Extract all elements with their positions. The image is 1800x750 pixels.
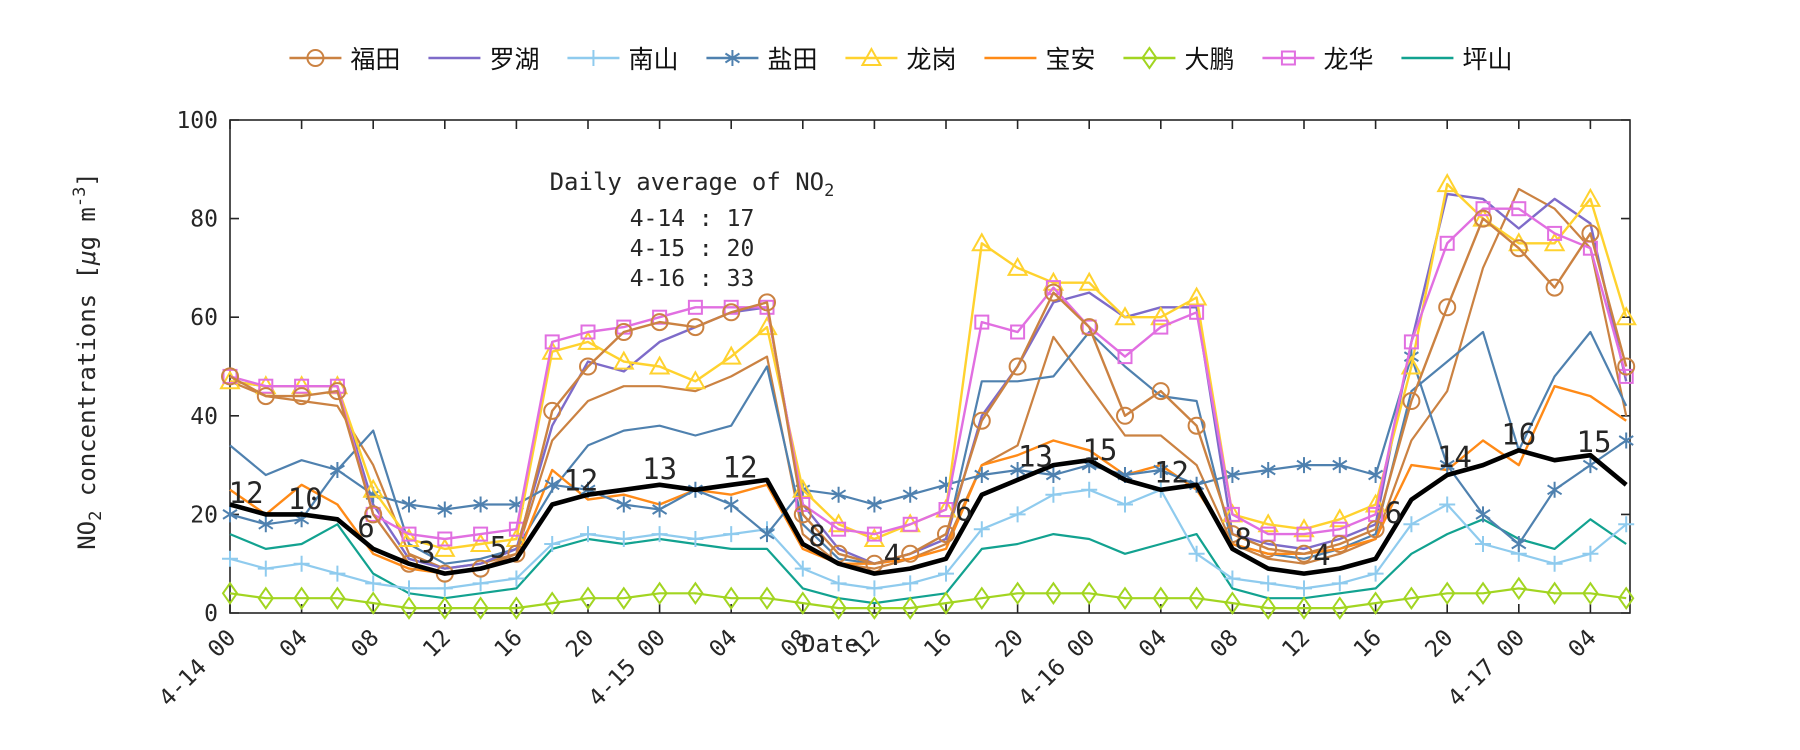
- legend-item-longgang: 龙岗: [843, 40, 957, 76]
- series-line-dapeng: [229, 587, 1627, 610]
- series-line-longhua: [229, 207, 1628, 541]
- daily-average-annotation: Daily average of NO2 4-14 : 17 4-15 : 20…: [550, 168, 835, 292]
- y-axis-label: NO2 concentrations [μg m-3]: [70, 172, 106, 550]
- x-axis-label: Date: [801, 630, 859, 658]
- mean-value-label: 12: [723, 451, 758, 485]
- mean-value-label: 12: [229, 476, 264, 510]
- x-tick-label: 16: [919, 625, 957, 663]
- mean-value-label: 3: [418, 536, 435, 570]
- series-markers-dapeng: [221, 576, 1635, 620]
- plot-box: [229, 119, 1631, 614]
- legend-label-pingshan: 坪山: [1462, 45, 1513, 74]
- mean-value-label: 4: [884, 538, 901, 572]
- legend-item-dapeng: 大鹏: [1122, 40, 1235, 76]
- mean-value-label: 16: [1501, 417, 1536, 451]
- mean-value-label: 8: [808, 519, 825, 553]
- mean-value-label: 4: [1313, 538, 1330, 572]
- legend-label-luohu: 罗湖: [489, 45, 540, 74]
- chart-legend: 福田 罗湖 南山 盐田 龙岗 宝安 大鹏 龙华 坪山: [287, 40, 1513, 76]
- legend-marker-yantian: [706, 50, 759, 66]
- x-tick-label: 08: [1206, 625, 1244, 663]
- series-line-aux_tan: [229, 187, 1628, 570]
- annotation-title: Daily average of NO2: [550, 168, 835, 201]
- legend-marker-longgang: [845, 46, 898, 66]
- y-tick-label: 80: [190, 207, 218, 233]
- x-tick-label: 20: [1420, 625, 1458, 663]
- mean-value-label: 12: [1154, 455, 1189, 489]
- x-tick-label: 4-16 00: [1014, 625, 1101, 712]
- mean-value-label: 15: [1082, 433, 1117, 467]
- mean-value-label: 10: [288, 482, 323, 516]
- legend-label-baoan: 宝安: [1045, 45, 1096, 74]
- y-tick-label: 100: [176, 108, 218, 134]
- legend-item-baoan: 宝安: [983, 40, 1096, 76]
- plot-area: 4-14 00 04 08 12 16 204-15 00 04 08 12 16 204-16 0…: [154, 108, 1637, 712]
- mean-value-label: 12: [563, 464, 598, 498]
- series-line-pingshan: [229, 518, 1627, 605]
- legend-label-futian: 福田: [350, 45, 401, 74]
- legend-marker-nanshan: [567, 50, 620, 66]
- legend-item-nanshan: 南山: [565, 40, 678, 76]
- mean-value-label: 5: [490, 531, 507, 565]
- x-tick-label: 12: [418, 625, 456, 663]
- annotation-line: 4-14 : 17: [630, 206, 755, 232]
- annotation-line: 4-15 : 20: [630, 236, 755, 262]
- x-tick-label: 16: [490, 625, 528, 663]
- mean-value-label: 6: [1385, 496, 1402, 530]
- y-tick-label: 40: [190, 404, 218, 430]
- legend-label-yantian: 盐田: [767, 45, 818, 74]
- x-tick-label: 04: [1134, 625, 1172, 663]
- mean-value-label: 8: [1234, 522, 1251, 556]
- x-tick-label: 4-17 00: [1443, 625, 1530, 712]
- legend-marker-baoan: [984, 56, 1037, 60]
- x-tick-label: 04: [275, 625, 313, 663]
- x-tick-label: 4-14 00: [154, 625, 241, 712]
- legend-label-longgang: 龙岗: [906, 45, 957, 74]
- mean-value-label: 14: [1437, 440, 1472, 474]
- annotation-line: 4-16 : 33: [630, 266, 755, 292]
- legend-marker-pingshan: [1401, 56, 1454, 60]
- series-line-mean: [229, 447, 1628, 576]
- legend-item-futian: 福田: [287, 40, 400, 76]
- series-markers-nanshan: [222, 481, 1635, 597]
- legend-item-pingshan: 坪山: [1400, 40, 1513, 76]
- x-tick-label: 16: [1349, 625, 1387, 663]
- x-tick-label: 12: [1277, 625, 1315, 663]
- series-markers-longhua: [222, 201, 1634, 547]
- x-tick-label: 20: [991, 625, 1029, 663]
- legend-marker-dapeng: [1123, 46, 1176, 70]
- x-tick-label: 4-15 00: [584, 625, 671, 712]
- mean-value-label: 13: [642, 452, 677, 486]
- y-tick-label: 0: [204, 601, 218, 627]
- mean-value-label: 15: [1577, 425, 1612, 459]
- x-tick-label: 04: [1564, 625, 1602, 663]
- legend-label-nanshan: 南山: [628, 45, 679, 74]
- legend-item-yantian: 盐田: [704, 40, 817, 76]
- legend-item-longhua: 龙华: [1261, 40, 1374, 76]
- legend-label-dapeng: 大鹏: [1184, 45, 1235, 74]
- series-line-nanshan: [229, 488, 1627, 590]
- legend-label-longhua: 龙华: [1323, 45, 1374, 74]
- mean-value-label: 6: [955, 494, 972, 528]
- y-tick-label: 20: [190, 502, 218, 528]
- series-markers-futian: [221, 209, 1636, 583]
- mean-value-label: 6: [357, 510, 374, 544]
- series-markers-longgang: [219, 173, 1637, 557]
- y-tick-label: 60: [190, 305, 218, 331]
- x-tick-label: 20: [561, 625, 599, 663]
- x-tick-label: 08: [346, 625, 384, 663]
- series-markers-yantian: [222, 348, 1634, 552]
- x-tick-label: 04: [704, 625, 742, 663]
- series-line-yantian: [229, 355, 1627, 546]
- legend-marker-longhua: [1262, 50, 1315, 66]
- legend-marker-futian: [289, 49, 342, 67]
- legend-item-luohu: 罗湖: [426, 40, 539, 76]
- mean-value-label: 13: [1018, 440, 1053, 474]
- legend-marker-luohu: [428, 56, 481, 60]
